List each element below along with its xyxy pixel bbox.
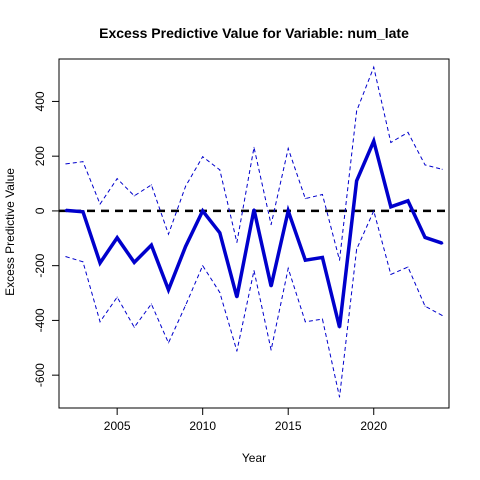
data-point-lower-bound	[339, 396, 341, 398]
data-point-estimate	[389, 205, 393, 209]
data-point-lower-bound	[219, 291, 221, 293]
data-point-estimate	[321, 256, 324, 259]
data-point-estimate	[338, 326, 341, 329]
data-point-estimate	[235, 295, 239, 299]
y-tick-label: 200	[33, 146, 47, 166]
series-estimate-line	[65, 135, 443, 328]
data-point-lower-bound	[167, 342, 169, 344]
chart-title: Excess Predictive Value for Variable: nu…	[99, 25, 409, 41]
data-point-upper-bound	[304, 198, 306, 200]
data-point-lower-bound	[202, 265, 204, 267]
data-point-estimate	[81, 210, 85, 213]
data-point-estimate	[355, 179, 358, 183]
data-point-lower-bound	[150, 303, 152, 305]
data-point-estimate	[372, 139, 375, 143]
data-point-lower-bound	[287, 267, 289, 269]
x-tick-label: 2015	[275, 419, 302, 433]
data-point-upper-bound	[185, 185, 187, 187]
data-point-upper-bound	[133, 195, 135, 197]
data-point-upper-bound	[407, 131, 409, 133]
data-point-upper-bound	[441, 168, 443, 170]
data-point-upper-bound	[116, 178, 118, 180]
data-point-estimate	[218, 231, 221, 235]
x-tick-label: 2010	[189, 419, 216, 433]
data-point-lower-bound	[407, 266, 409, 268]
data-point-estimate	[269, 284, 273, 288]
data-point-estimate	[133, 261, 136, 264]
data-point-lower-bound	[390, 273, 392, 275]
data-point-estimate	[115, 236, 119, 239]
data-point-lower-bound	[356, 248, 358, 250]
data-point-estimate	[167, 288, 170, 291]
data-point-estimate	[252, 208, 256, 211]
data-point-upper-bound	[82, 161, 84, 163]
data-point-upper-bound	[99, 203, 101, 205]
data-point-lower-bound	[441, 314, 443, 316]
data-point-upper-bound	[253, 146, 255, 148]
data-point-upper-bound	[270, 224, 272, 226]
data-point-lower-bound	[133, 326, 135, 328]
data-point-upper-bound	[321, 193, 323, 195]
x-tick-label: 2005	[104, 419, 131, 433]
plot-frame	[58, 58, 450, 409]
data-point-upper-bound	[390, 141, 392, 143]
data-point-upper-bound	[339, 259, 341, 261]
y-axis-label: Excess Predictive Value	[3, 168, 17, 296]
data-point-upper-bound	[65, 163, 67, 165]
data-point-upper-bound	[167, 233, 169, 235]
plot-area: 2005 2010 2015 2020 -600 -400 -200 0 200 400	[33, 58, 450, 433]
data-point-lower-bound	[185, 304, 187, 306]
series-upper-bound-line	[65, 65, 443, 261]
data-point-estimate	[184, 245, 187, 248]
data-point-lower-bound	[270, 349, 272, 351]
data-point-estimate	[440, 242, 444, 245]
data-point-estimate	[98, 261, 102, 265]
data-point-estimate	[406, 199, 410, 202]
data-point-lower-bound	[424, 305, 426, 307]
data-point-lower-bound	[321, 318, 323, 320]
data-point-estimate	[304, 258, 307, 262]
data-point-lower-bound	[304, 321, 306, 323]
x-tick-label: 2020	[360, 419, 387, 433]
data-point-upper-bound	[356, 110, 358, 112]
data-point-lower-bound	[236, 350, 238, 352]
y-tick-label: -200	[33, 253, 47, 277]
y-tick-label: 400	[33, 91, 47, 111]
data-point-lower-bound	[99, 321, 101, 323]
y-tick-label: 0	[33, 207, 47, 214]
data-point-upper-bound	[236, 241, 238, 243]
data-point-estimate	[287, 209, 290, 213]
data-point-lower-bound	[116, 296, 118, 298]
data-point-upper-bound	[287, 148, 289, 150]
data-point-estimate	[423, 236, 427, 239]
data-point-upper-bound	[373, 66, 375, 68]
data-point-upper-bound	[202, 156, 204, 158]
data-point-lower-bound	[65, 256, 67, 258]
data-point-lower-bound	[82, 261, 84, 263]
series-lower-bound-line	[65, 209, 443, 398]
data-point-upper-bound	[219, 169, 221, 171]
data-point-upper-bound	[424, 164, 426, 166]
data-point-upper-bound	[150, 184, 152, 186]
x-axis-label: Year	[242, 451, 266, 465]
data-point-lower-bound	[373, 210, 375, 212]
data-point-estimate	[150, 243, 153, 247]
data-point-lower-bound	[253, 270, 255, 272]
y-tick-label: -400	[33, 308, 47, 332]
data-point-estimate	[64, 209, 68, 212]
y-tick-label: -600	[33, 363, 47, 387]
data-point-estimate	[201, 209, 204, 213]
